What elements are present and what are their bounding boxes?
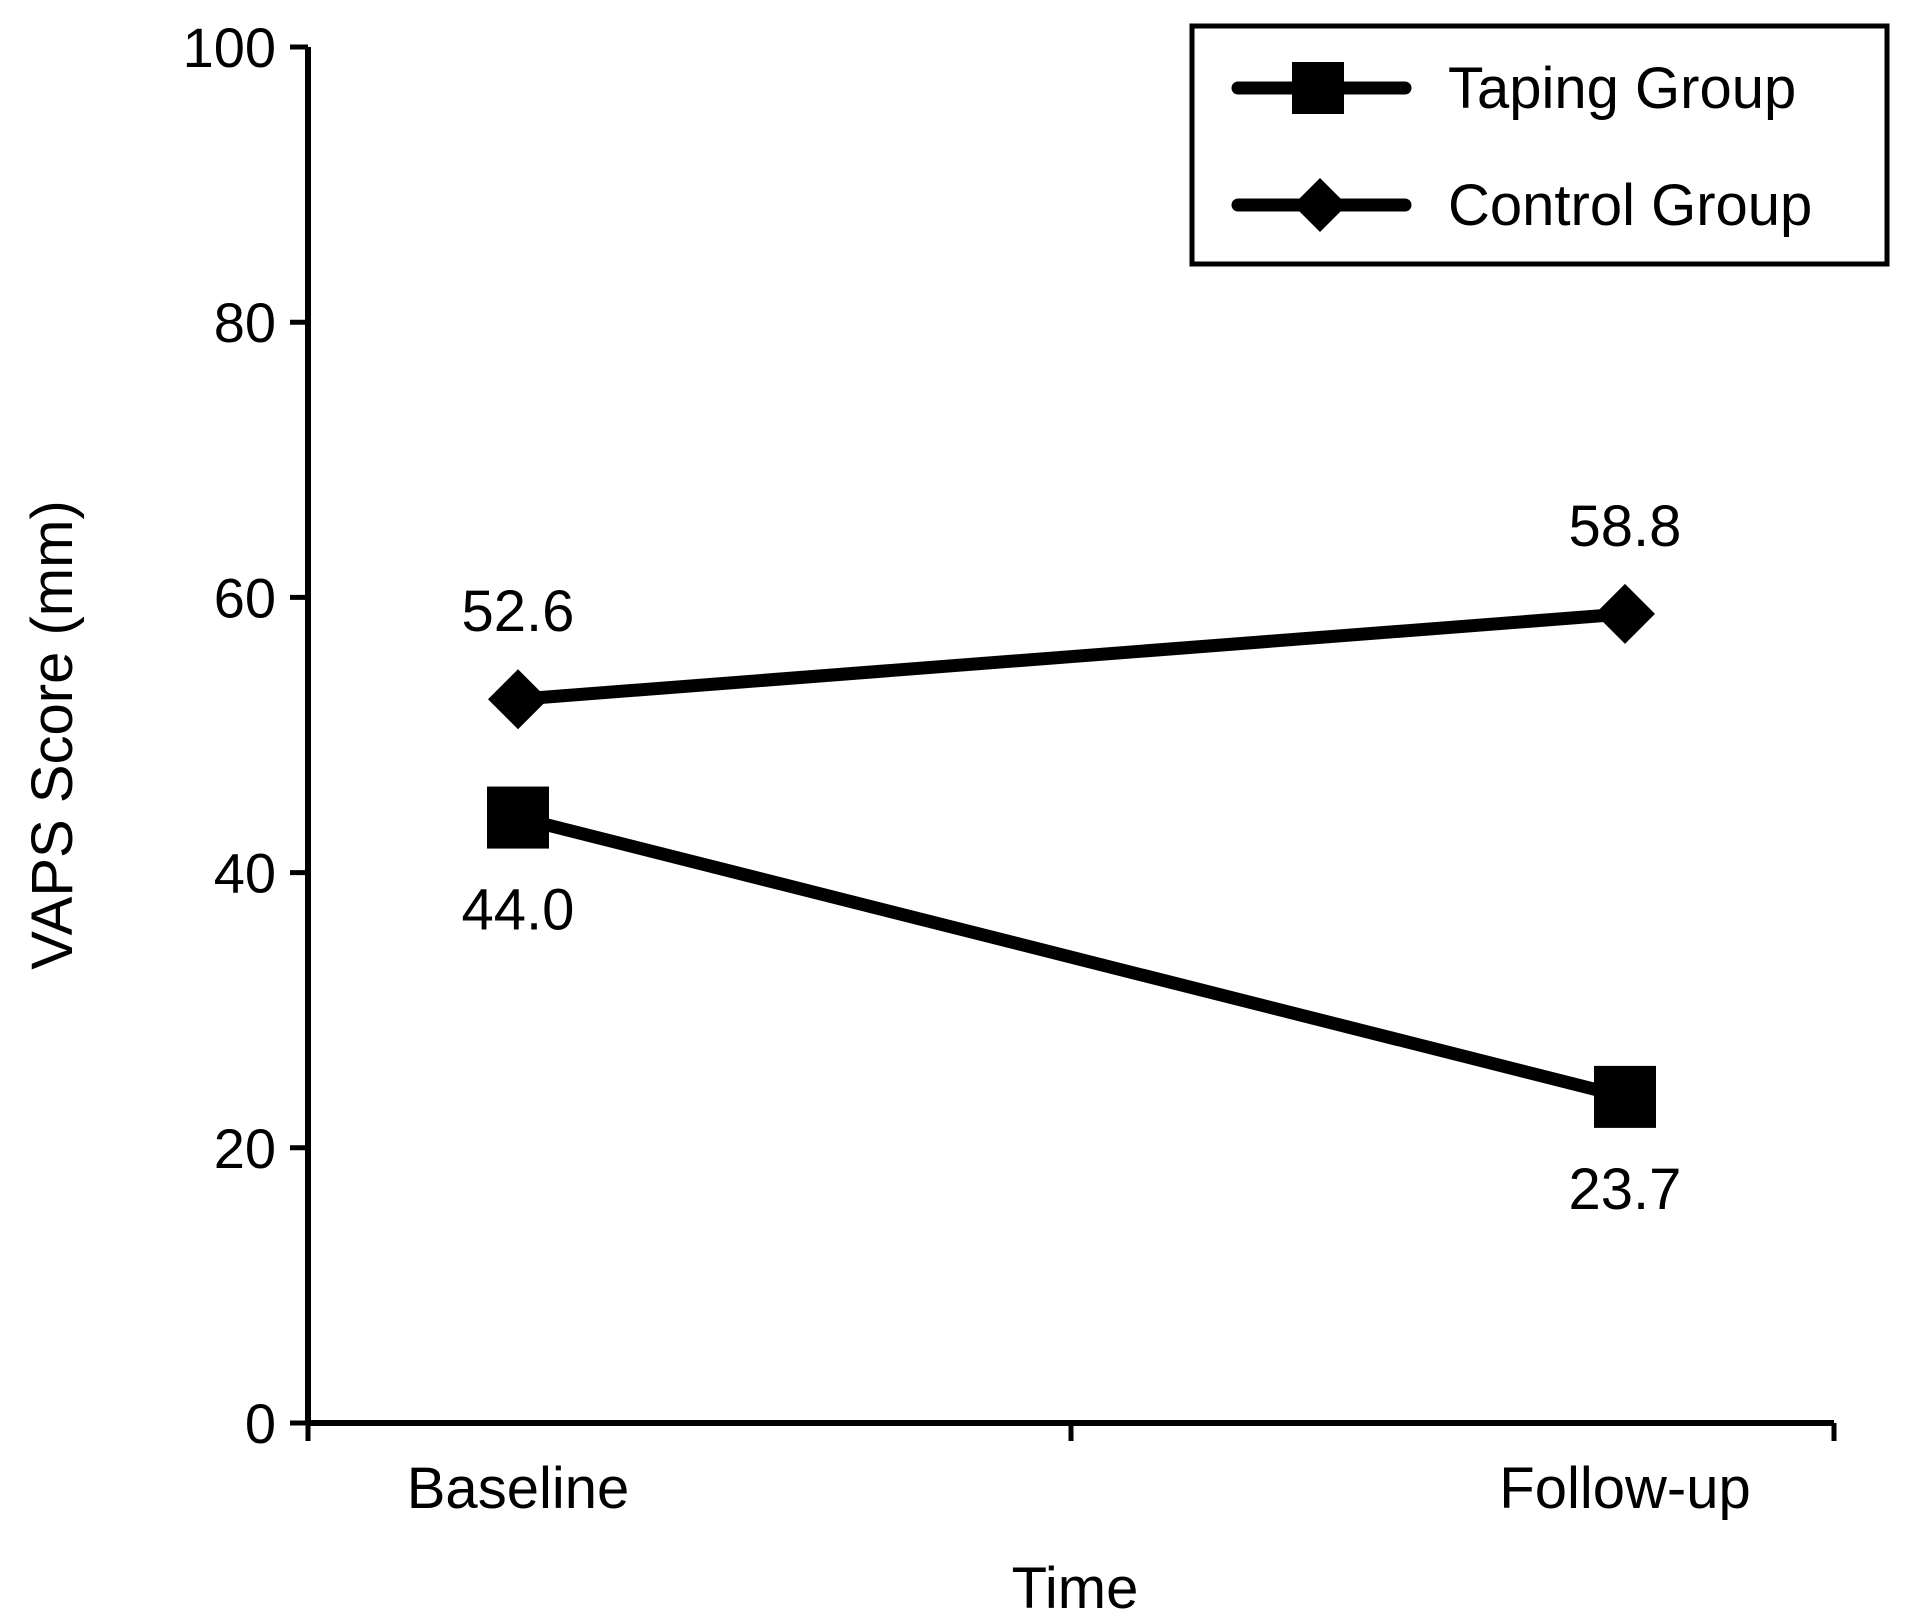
x-tick-label: Follow-up [1499, 1456, 1750, 1521]
y-tick-label: 40 [214, 842, 276, 905]
data-label: 23.7 [1569, 1157, 1682, 1222]
series-line [517, 607, 1626, 706]
square-marker [1594, 1065, 1656, 1128]
square-marker [487, 786, 549, 849]
legend-item: Taping Group [1231, 56, 1796, 121]
y-tick-label: 100 [183, 16, 276, 79]
data-label: 58.8 [1569, 494, 1682, 559]
series-taping-group [487, 786, 1656, 1128]
diamond-marker [488, 669, 548, 730]
y-tick-label: 0 [245, 1392, 276, 1455]
legend: Taping Group Control Group [1189, 23, 1890, 267]
series-layer [487, 583, 1656, 1128]
y-tick-label: 60 [214, 566, 276, 629]
series-control-group [488, 583, 1655, 730]
legend-label: Taping Group [1448, 56, 1796, 121]
x-axis-label: Time [1012, 1556, 1139, 1618]
legend-item: Control Group [1231, 173, 1812, 238]
y-tick-label: 20 [214, 1117, 276, 1180]
x-tick-label: Baseline [407, 1456, 629, 1521]
y-axis-label: VAPS Score (mm) [20, 500, 85, 969]
data-label: 44.0 [462, 878, 575, 943]
legend-label: Control Group [1448, 173, 1812, 238]
data-labels: 44.0 23.7 52.6 58.8 [462, 494, 1682, 1222]
series-line [516, 811, 1627, 1104]
y-tick-label: 80 [214, 291, 276, 354]
axes: 0 20 40 60 80 100 Baseline Follow-up [183, 16, 1837, 1521]
legend-diamond-marker [1293, 178, 1347, 232]
legend-square-marker [1292, 62, 1344, 114]
y-ticks: 0 20 40 60 80 100 [183, 16, 308, 1455]
diamond-marker [1595, 583, 1655, 644]
x-ticks: Baseline Follow-up [305, 1423, 1837, 1521]
data-label: 52.6 [462, 579, 575, 644]
